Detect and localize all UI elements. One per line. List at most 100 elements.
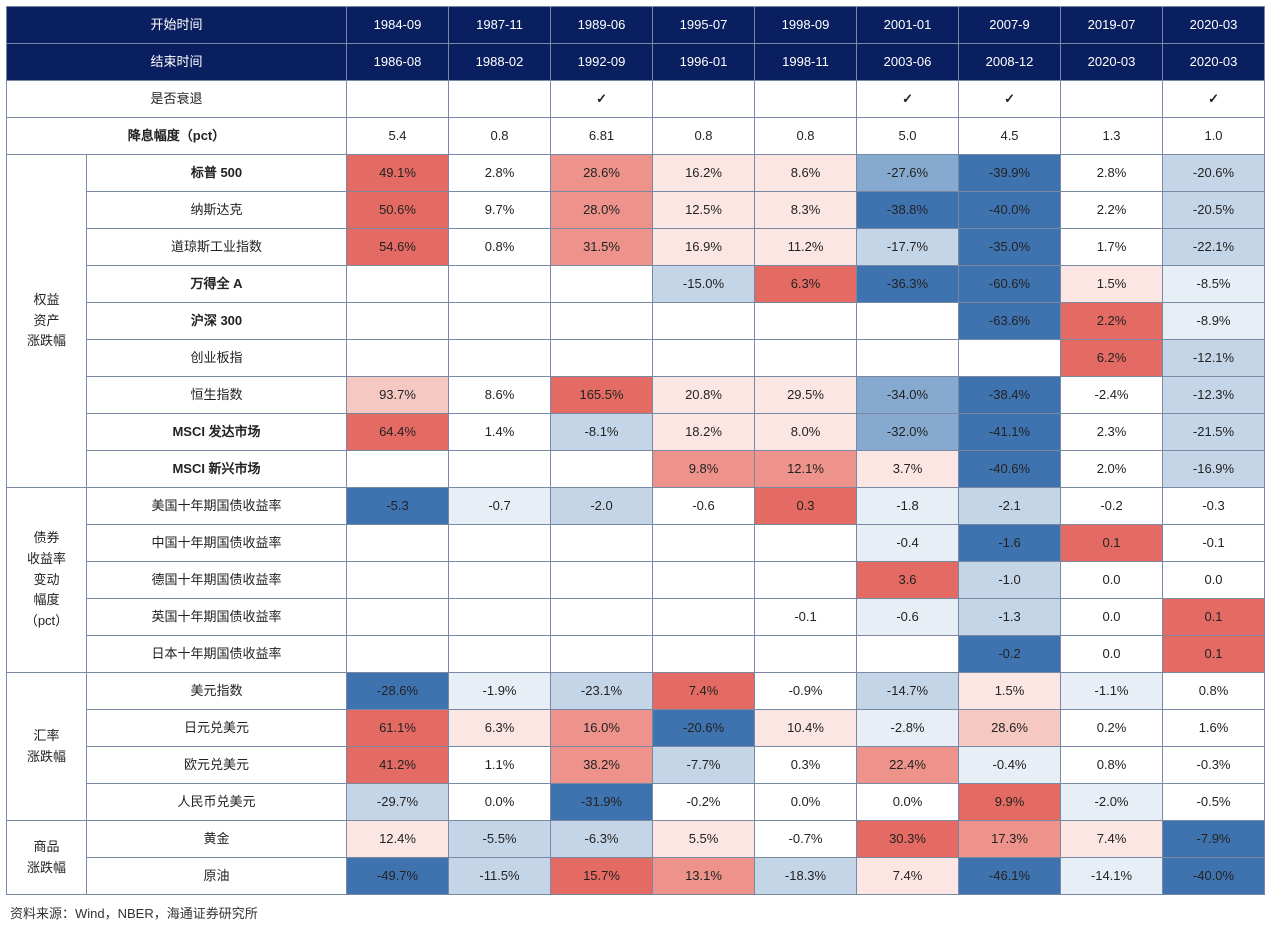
cell-1-4-0 (347, 636, 449, 673)
cell-1-2-5: 3.6 (857, 562, 959, 599)
cell-3-0-1: -5.5% (449, 821, 551, 858)
cell-0-1-0: 50.6% (347, 192, 449, 229)
cell-1-3-3 (653, 599, 755, 636)
row-label-1-3: 英国十年期国债收益率 (87, 599, 347, 636)
cell-2-2-7: 0.8% (1061, 747, 1163, 784)
recession-5: ✓ (857, 81, 959, 118)
cell-2-3-0: -29.7% (347, 784, 449, 821)
section-label-2: 汇率涨跌幅 (7, 673, 87, 821)
row-label-0-3: 万得全 A (87, 266, 347, 303)
cell-1-2-6: -1.0 (959, 562, 1061, 599)
cell-2-2-2: 38.2% (551, 747, 653, 784)
cell-0-0-6: -39.9% (959, 155, 1061, 192)
ratecut-4: 0.8 (755, 118, 857, 155)
cell-0-2-5: -17.7% (857, 229, 959, 266)
cell-0-4-0 (347, 303, 449, 340)
cell-1-2-7: 0.0 (1061, 562, 1163, 599)
section-label-3: 商品涨跌幅 (7, 821, 87, 895)
cell-2-2-3: -7.7% (653, 747, 755, 784)
cell-3-0-4: -0.7% (755, 821, 857, 858)
cell-0-8-2 (551, 451, 653, 488)
cell-0-8-4: 12.1% (755, 451, 857, 488)
row-label-1-1: 中国十年期国债收益率 (87, 525, 347, 562)
row-label-1-0: 美国十年期国债收益率 (87, 488, 347, 525)
cell-1-3-1 (449, 599, 551, 636)
cell-1-0-6: -2.1 (959, 488, 1061, 525)
cell-1-3-6: -1.3 (959, 599, 1061, 636)
cell-0-3-2 (551, 266, 653, 303)
header-start-label: 开始时间 (7, 7, 347, 44)
cell-3-1-8: -40.0% (1163, 858, 1265, 895)
cell-2-2-8: -0.3% (1163, 747, 1265, 784)
cell-0-4-8: -8.9% (1163, 303, 1265, 340)
cell-2-1-6: 28.6% (959, 710, 1061, 747)
cell-0-6-6: -38.4% (959, 377, 1061, 414)
row-label-0-1: 纳斯达克 (87, 192, 347, 229)
cell-1-1-8: -0.1 (1163, 525, 1265, 562)
header-start-5: 2001-01 (857, 7, 959, 44)
cell-0-7-0: 64.4% (347, 414, 449, 451)
ratecut-2: 6.81 (551, 118, 653, 155)
header-start-4: 1998-09 (755, 7, 857, 44)
cell-1-0-3: -0.6 (653, 488, 755, 525)
cell-1-2-3 (653, 562, 755, 599)
ratecut-label: 降息幅度（pct） (7, 118, 347, 155)
cell-2-3-7: -2.0% (1061, 784, 1163, 821)
cell-0-5-7: 6.2% (1061, 340, 1163, 377)
cell-1-1-4 (755, 525, 857, 562)
cell-0-3-3: -15.0% (653, 266, 755, 303)
recession-7 (1061, 81, 1163, 118)
cell-3-1-5: 7.4% (857, 858, 959, 895)
header-end-label: 结束时间 (7, 44, 347, 81)
cell-0-6-3: 20.8% (653, 377, 755, 414)
cell-0-5-4 (755, 340, 857, 377)
header-start-3: 1995-07 (653, 7, 755, 44)
cell-1-4-6: -0.2 (959, 636, 1061, 673)
header-start-0: 1984-09 (347, 7, 449, 44)
cell-1-0-5: -1.8 (857, 488, 959, 525)
cell-3-1-6: -46.1% (959, 858, 1061, 895)
cell-3-0-8: -7.9% (1163, 821, 1265, 858)
row-label-1-4: 日本十年期国债收益率 (87, 636, 347, 673)
cell-0-2-0: 54.6% (347, 229, 449, 266)
cell-0-0-0: 49.1% (347, 155, 449, 192)
cell-0-1-8: -20.5% (1163, 192, 1265, 229)
row-label-1-2: 德国十年期国债收益率 (87, 562, 347, 599)
cell-0-1-4: 8.3% (755, 192, 857, 229)
ratecut-3: 0.8 (653, 118, 755, 155)
cell-0-4-7: 2.2% (1061, 303, 1163, 340)
header-end-4: 1998-11 (755, 44, 857, 81)
cell-2-3-4: 0.0% (755, 784, 857, 821)
cell-3-0-5: 30.3% (857, 821, 959, 858)
cell-1-0-7: -0.2 (1061, 488, 1163, 525)
cell-1-4-4 (755, 636, 857, 673)
cell-0-5-2 (551, 340, 653, 377)
cell-0-8-7: 2.0% (1061, 451, 1163, 488)
header-start-1: 1987-11 (449, 7, 551, 44)
header-end-3: 1996-01 (653, 44, 755, 81)
cell-2-2-4: 0.3% (755, 747, 857, 784)
cell-0-6-5: -34.0% (857, 377, 959, 414)
recession-4 (755, 81, 857, 118)
row-label-3-0: 黄金 (87, 821, 347, 858)
cell-1-3-0 (347, 599, 449, 636)
cell-2-0-0: -28.6% (347, 673, 449, 710)
cell-2-1-4: 10.4% (755, 710, 857, 747)
cell-0-3-6: -60.6% (959, 266, 1061, 303)
row-label-2-2: 欧元兑美元 (87, 747, 347, 784)
cell-0-4-6: -63.6% (959, 303, 1061, 340)
cell-2-0-1: -1.9% (449, 673, 551, 710)
cell-1-3-7: 0.0 (1061, 599, 1163, 636)
cell-2-2-6: -0.4% (959, 747, 1061, 784)
cell-2-3-1: 0.0% (449, 784, 551, 821)
row-label-2-3: 人民币兑美元 (87, 784, 347, 821)
cell-0-4-5 (857, 303, 959, 340)
cell-1-1-7: 0.1 (1061, 525, 1163, 562)
cell-0-6-7: -2.4% (1061, 377, 1163, 414)
cell-2-0-2: -23.1% (551, 673, 653, 710)
cell-1-3-8: 0.1 (1163, 599, 1265, 636)
cell-1-2-2 (551, 562, 653, 599)
cell-0-7-6: -41.1% (959, 414, 1061, 451)
header-start-8: 2020-03 (1163, 7, 1265, 44)
header-start-2: 1989-06 (551, 7, 653, 44)
